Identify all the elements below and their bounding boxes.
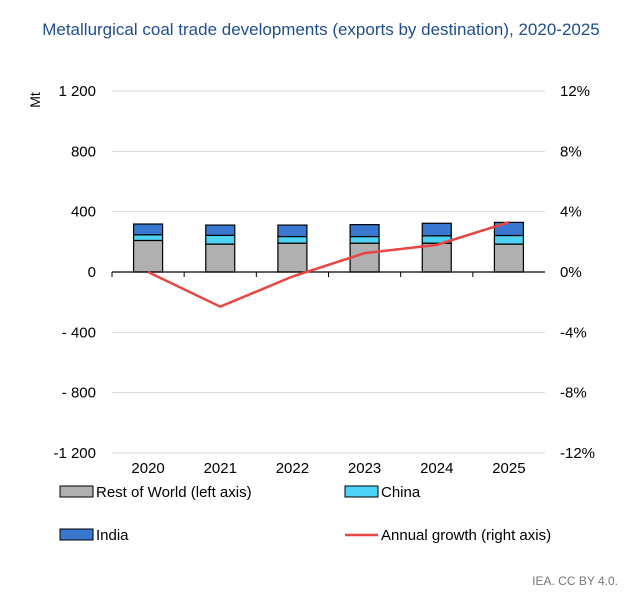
x-tick-label: 2021 xyxy=(204,460,237,477)
bar-rest-2022 xyxy=(277,242,308,273)
legend-swatch xyxy=(59,528,94,541)
left-tick-label: 0 xyxy=(88,264,96,281)
left-tick-label: - 400 xyxy=(62,324,96,341)
legend-label: Rest of World (left axis) xyxy=(96,484,252,501)
right-tick-label: -4% xyxy=(560,324,587,341)
bar-china-2021 xyxy=(205,234,236,245)
source-note: IEA. CC BY 4.0. xyxy=(532,574,618,588)
left-tick-label: 800 xyxy=(71,143,96,160)
right-tick-label: 12% xyxy=(560,83,590,100)
legend-label: China xyxy=(381,484,421,501)
legend-label: Annual growth (right axis) xyxy=(381,527,551,544)
left-tick-label: - 800 xyxy=(62,385,96,402)
bar-rest-2020 xyxy=(132,239,164,273)
right-tick-label: -12% xyxy=(560,445,595,462)
legend-swatch xyxy=(344,485,379,498)
x-tick-label: 2024 xyxy=(420,460,453,477)
bar-china-2020 xyxy=(132,234,164,242)
right-tick-label: 8% xyxy=(560,143,582,160)
bar-india-2022 xyxy=(277,224,308,238)
chart-title: Metallurgical coal trade developments (e… xyxy=(42,20,600,39)
right-tick-label: 0% xyxy=(560,264,582,281)
growth-line xyxy=(147,221,510,309)
y-axis-label: Mt xyxy=(27,92,43,108)
bar-india-2024 xyxy=(421,222,452,237)
legend-label: India xyxy=(96,527,129,544)
bar-rest-2024 xyxy=(421,242,452,273)
bar-india-2023 xyxy=(349,224,380,238)
left-tick-label: 1 200 xyxy=(58,83,96,100)
x-tick-label: 2023 xyxy=(348,460,381,477)
bar-rest-2021 xyxy=(205,243,236,273)
bar-china-2022 xyxy=(277,235,308,244)
x-tick-label: 2022 xyxy=(276,460,309,477)
left-tick-label: -1 200 xyxy=(53,445,96,462)
bar-india-2020 xyxy=(132,223,164,236)
right-tick-label: -8% xyxy=(560,385,587,402)
bar-india-2021 xyxy=(205,224,236,236)
x-tick-label: 2020 xyxy=(131,460,164,477)
bar-rest-2025 xyxy=(493,243,525,273)
legend-swatch xyxy=(59,485,94,498)
right-tick-label: 4% xyxy=(560,204,582,221)
left-tick-label: 400 xyxy=(71,204,96,221)
bar-china-2025 xyxy=(493,234,525,245)
x-tick-label: 2025 xyxy=(492,460,525,477)
bar-china-2023 xyxy=(349,235,380,244)
